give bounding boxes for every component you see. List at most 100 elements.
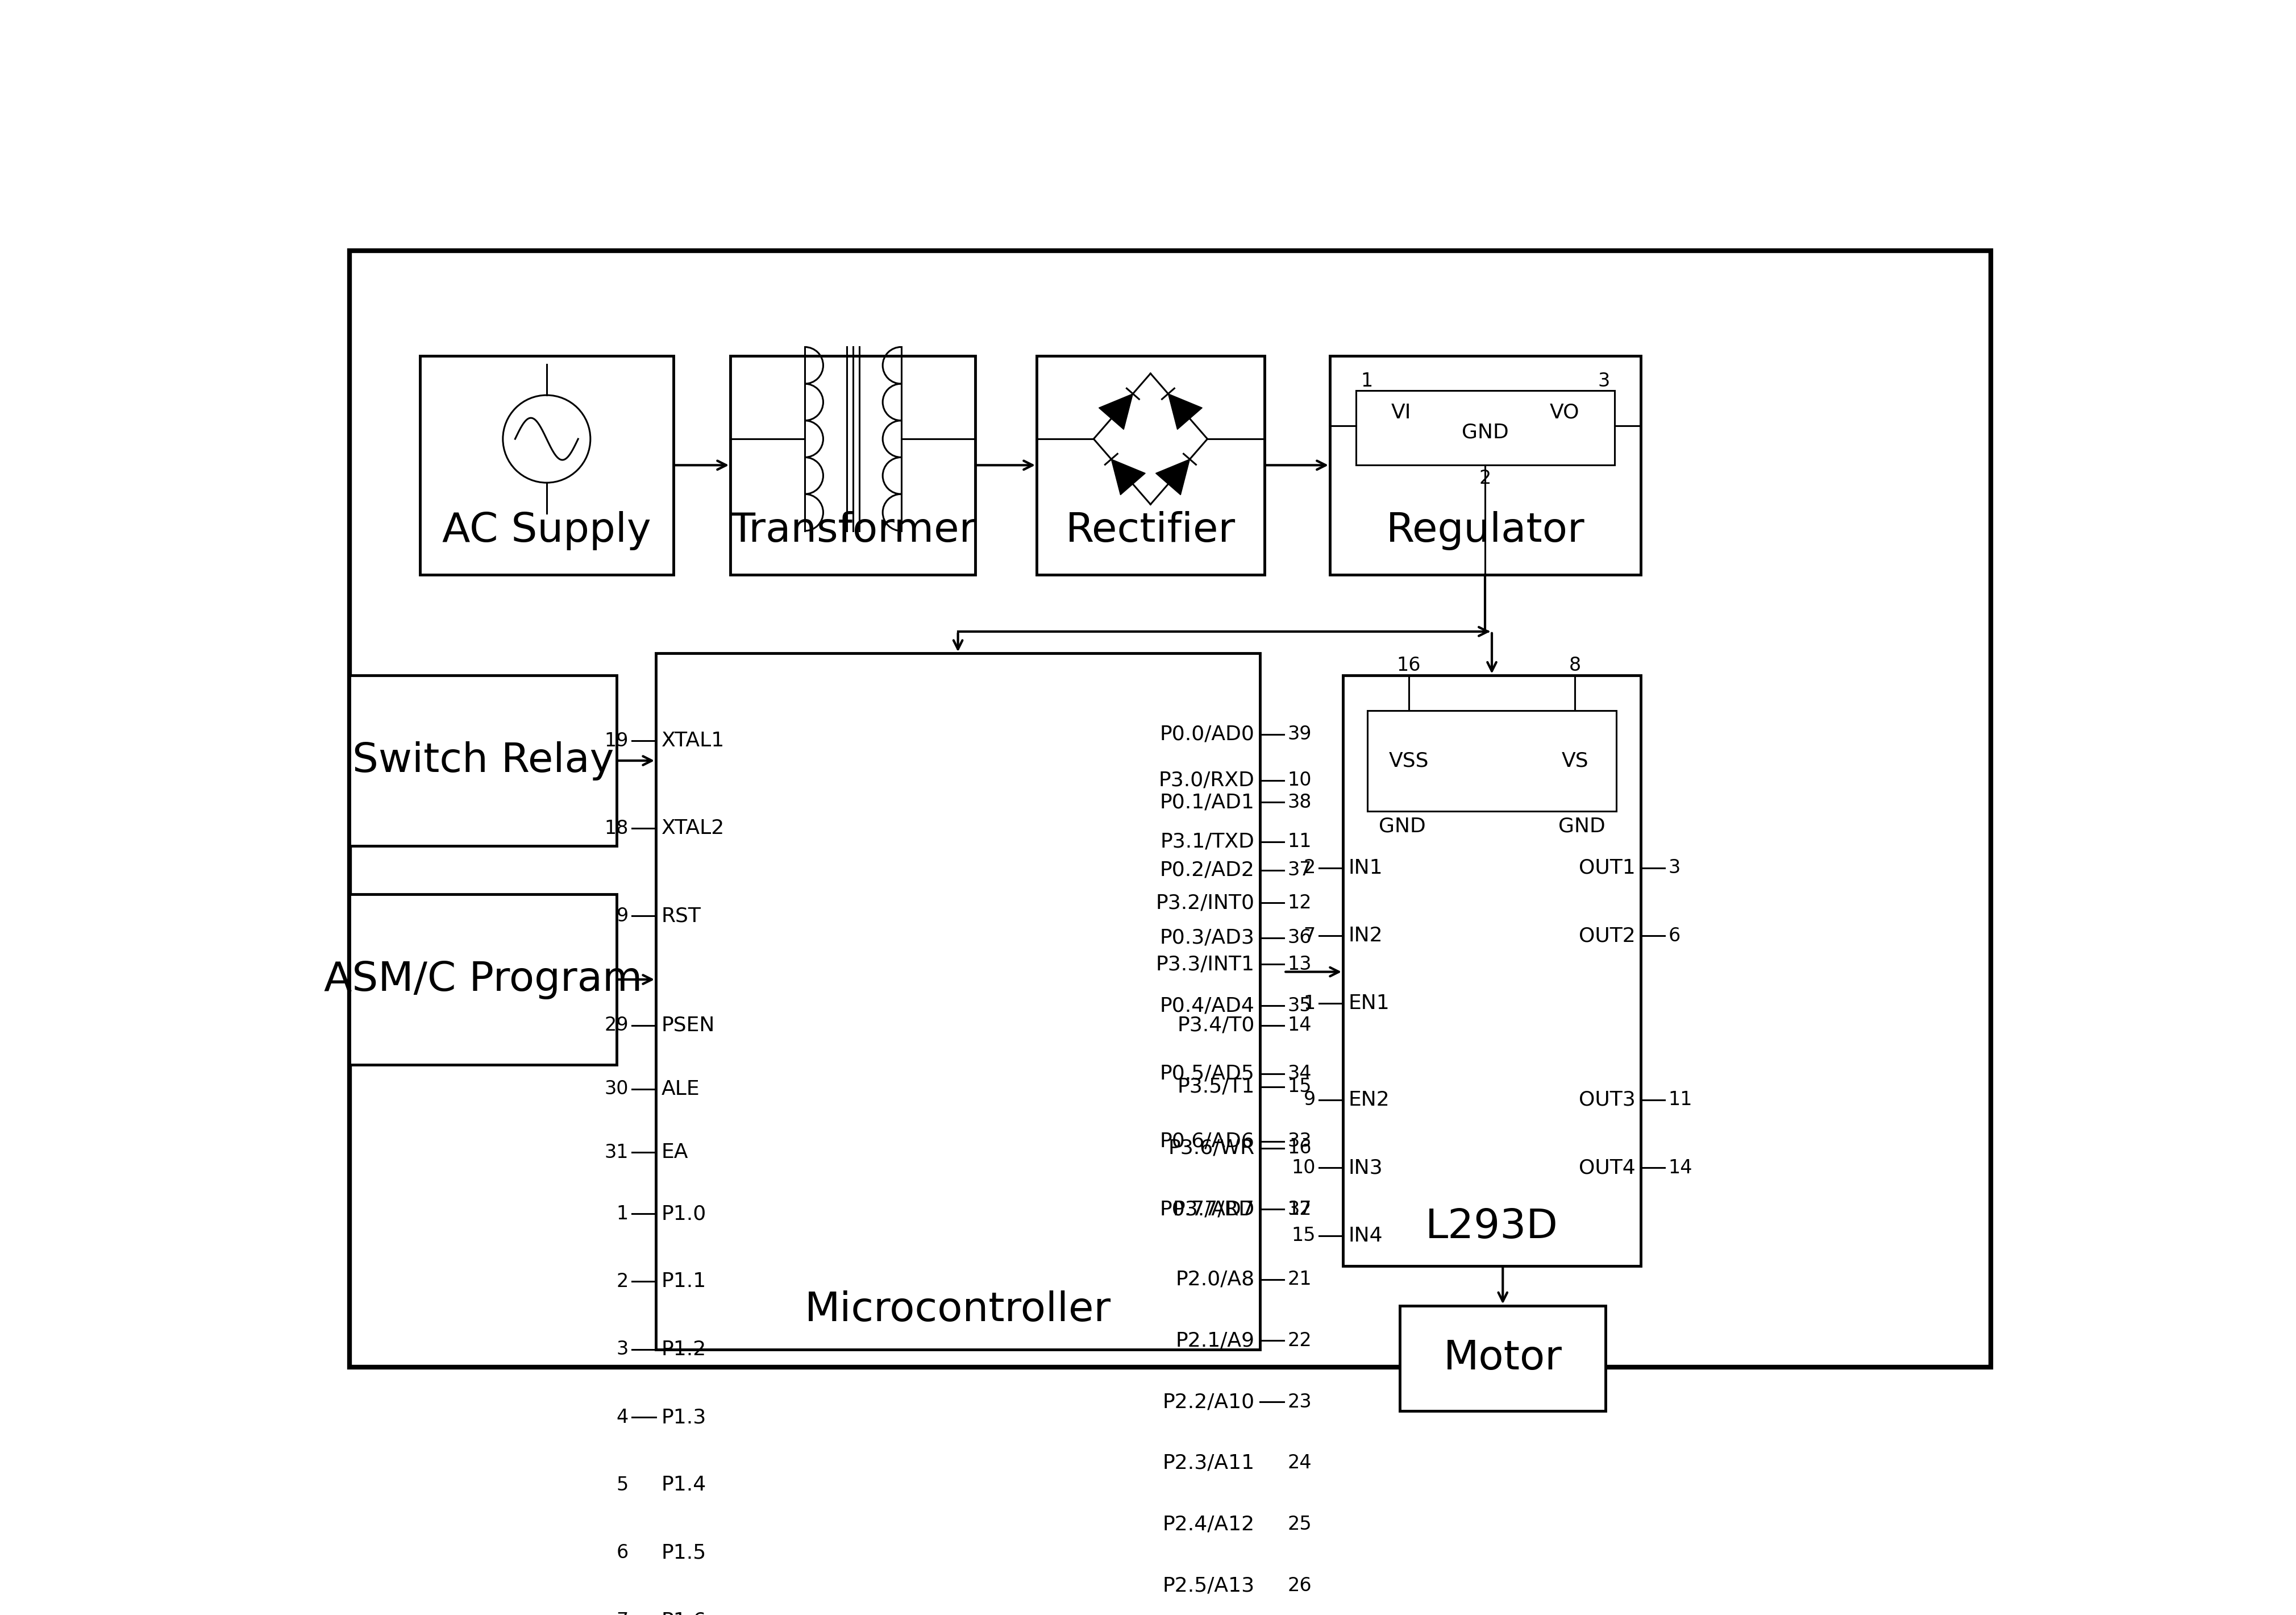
Text: P2.1/A9: P2.1/A9 [1176,1331,1254,1350]
Text: 15: 15 [1290,1226,1316,1245]
Text: IN3: IN3 [1348,1158,1382,1177]
Text: 14: 14 [1288,1016,1311,1035]
Bar [1357,391,1614,465]
Text: 15: 15 [1288,1077,1311,1097]
Text: 18: 18 [604,819,629,838]
Text: L293D: L293D [1426,1206,1559,1247]
Text: 12: 12 [1288,893,1311,912]
Text: 4: 4 [615,1408,629,1426]
Text: P0.2/AD2: P0.2/AD2 [1159,861,1254,880]
Text: 39: 39 [1288,725,1311,745]
Text: IN1: IN1 [1348,858,1382,877]
Text: EN2: EN2 [1348,1090,1389,1110]
Polygon shape [1169,394,1201,430]
Text: 2: 2 [615,1273,629,1290]
Text: IN2: IN2 [1348,925,1382,945]
Text: P3.5/T1: P3.5/T1 [1178,1077,1254,1097]
Text: 13: 13 [1288,954,1311,974]
Text: 23: 23 [1288,1392,1311,1412]
Text: P3.0/RXD: P3.0/RXD [1159,770,1254,790]
Text: 14: 14 [1667,1158,1692,1177]
Text: 8: 8 [1568,656,1580,675]
Text: GND: GND [1463,423,1508,443]
Text: Transformer: Transformer [730,512,976,551]
Text: VO: VO [1550,404,1580,422]
Text: Regulator: Regulator [1384,512,1584,551]
Bar [1035,355,1265,575]
Text: P1.2: P1.2 [661,1340,707,1360]
Text: OUT3: OUT3 [1577,1090,1635,1110]
Text: XTAL1: XTAL1 [661,732,723,751]
Text: XTAL2: XTAL2 [661,819,723,838]
Text: 26: 26 [1288,1576,1311,1596]
Text: 16: 16 [1396,656,1421,675]
Text: 30: 30 [604,1079,629,1098]
Text: 9: 9 [615,906,629,925]
Text: 6: 6 [1667,927,1681,945]
Polygon shape [1097,394,1132,430]
Text: P1.6: P1.6 [661,1612,707,1615]
Text: P1.4: P1.4 [661,1476,707,1495]
Text: 2: 2 [1479,468,1490,488]
Text: 34: 34 [1288,1064,1311,1084]
Text: EN1: EN1 [1348,993,1389,1013]
Text: 3: 3 [1667,859,1681,877]
Text: 10: 10 [1288,770,1311,790]
Text: RST: RST [661,906,700,925]
Text: 7: 7 [1304,927,1316,945]
Text: AC Supply: AC Supply [443,512,652,551]
Text: 31: 31 [604,1143,629,1161]
Text: P3.1/TXD: P3.1/TXD [1159,832,1254,851]
Text: P0.4/AD4: P0.4/AD4 [1159,996,1254,1016]
Text: P1.5: P1.5 [661,1544,707,1563]
Text: 38: 38 [1288,793,1311,812]
Bar [1401,1305,1605,1410]
Text: P1.0: P1.0 [661,1205,707,1223]
Text: P1.1: P1.1 [661,1273,707,1290]
Text: 3: 3 [615,1340,629,1358]
Text: P0.7/AD7: P0.7/AD7 [1159,1200,1254,1219]
Text: 24: 24 [1288,1454,1311,1473]
Text: P3.4/T0: P3.4/T0 [1178,1016,1254,1035]
Text: P3.7/RD: P3.7/RD [1173,1200,1254,1219]
Text: 16: 16 [1288,1139,1311,1158]
Text: 9: 9 [1304,1090,1316,1110]
Text: 2: 2 [1304,859,1316,877]
Text: P0.5/AD5: P0.5/AD5 [1159,1064,1254,1084]
Text: ASM/C Program: ASM/C Program [324,959,643,1000]
Text: 3: 3 [1598,371,1609,391]
Bar [730,355,976,575]
Text: 19: 19 [604,732,629,751]
Text: 10: 10 [1290,1158,1316,1177]
Text: P0.3/AD3: P0.3/AD3 [1159,929,1254,948]
Text: EA: EA [661,1143,689,1163]
Text: 1: 1 [1304,995,1316,1013]
Text: 1: 1 [1359,371,1373,391]
Polygon shape [1111,459,1146,494]
Text: P2.2/A10: P2.2/A10 [1162,1392,1254,1412]
Text: OUT4: OUT4 [1577,1158,1635,1177]
Text: Rectifier: Rectifier [1065,512,1235,551]
Text: OUT1: OUT1 [1577,858,1635,877]
Text: 22: 22 [1288,1331,1311,1350]
Text: OUT2: OUT2 [1577,925,1635,945]
Text: 32: 32 [1288,1200,1311,1219]
Text: IN4: IN4 [1348,1226,1382,1245]
Text: 7: 7 [615,1612,629,1615]
Text: P3.2/INT0: P3.2/INT0 [1155,893,1254,912]
Text: ALE: ALE [661,1079,700,1098]
Text: Switch Relay: Switch Relay [351,741,613,780]
Text: P0.1/AD1: P0.1/AD1 [1159,793,1254,812]
Text: VSS: VSS [1389,751,1428,770]
Text: P0.6/AD6: P0.6/AD6 [1159,1132,1254,1151]
Bar [420,355,673,575]
Text: P2.5/A13: P2.5/A13 [1162,1576,1254,1596]
Text: 37: 37 [1288,861,1311,880]
Text: GND: GND [1557,817,1605,837]
Text: PSEN: PSEN [661,1016,714,1035]
Bar [349,895,618,1064]
Text: VS: VS [1561,751,1589,770]
Text: VI: VI [1391,404,1412,422]
Text: Motor: Motor [1444,1339,1561,1378]
Text: 35: 35 [1288,996,1311,1016]
